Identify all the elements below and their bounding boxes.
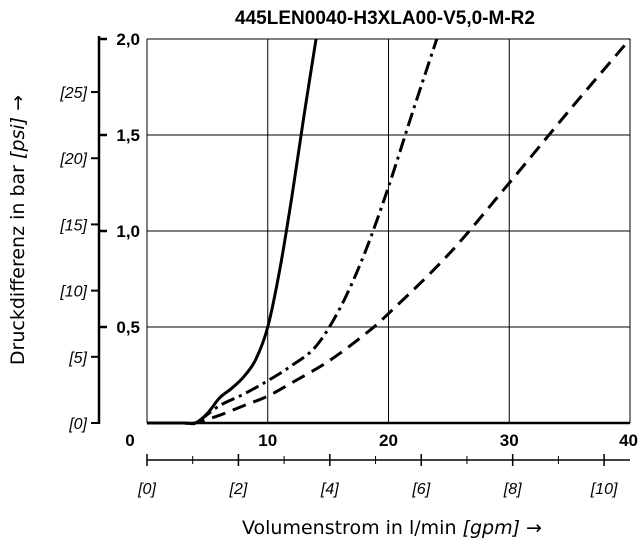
series-line-dashed (147, 38, 632, 426)
gpm-tick-label: [8] (503, 481, 522, 498)
psi-axis: [0] [5] [10] [15] [20] [25] (59, 85, 99, 433)
x-axis-label: Volumenstrom in l/min [gpm] → (242, 517, 542, 539)
gpm-tick-label: [6] (411, 481, 430, 498)
y-tick-label: 2,0 (116, 30, 140, 49)
y-tick-label: 1,5 (116, 126, 140, 145)
x-tick-label: 40 (619, 431, 638, 450)
x-tick-label: 10 (258, 431, 277, 450)
plot-frame (146, 38, 631, 425)
psi-tick-label: [15] (59, 217, 87, 234)
psi-tick-label: [25] (59, 85, 87, 102)
gpm-tick-label: [0] (137, 481, 156, 498)
y-axis-label: Druckdifferenz in bar [psi] → (7, 95, 29, 365)
psi-tick-label: [0] (68, 416, 87, 433)
x-tick-label: 20 (379, 431, 398, 450)
psi-tick-label: [5] (68, 350, 87, 367)
psi-tick-label: [10] (59, 284, 87, 301)
x-axis-ticks: 0 10 20 30 40 (125, 431, 638, 450)
chart-title: 445LEN0040-H3XLA00-V5,0-M-R2 (235, 8, 535, 29)
y-tick-label: 1,0 (116, 222, 140, 241)
y-tick-label: 0,5 (116, 318, 140, 337)
gpm-tick-label: [10] (590, 481, 618, 498)
gpm-tick-label: [4] (320, 481, 339, 498)
series-line-dashdot (147, 38, 439, 426)
series-layer (147, 38, 632, 426)
psi-tick-label: [20] (59, 151, 87, 168)
y-axis-ticks: 0,5 1,0 1,5 2,0 (97, 30, 140, 424)
grid (147, 39, 630, 423)
gpm-axis: [0] [2] [4] [6] [8] [10] (137, 454, 630, 498)
x-tick-label: 0 (125, 431, 134, 450)
gpm-tick-label: [2] (229, 481, 248, 498)
x-tick-label: 30 (500, 431, 519, 450)
